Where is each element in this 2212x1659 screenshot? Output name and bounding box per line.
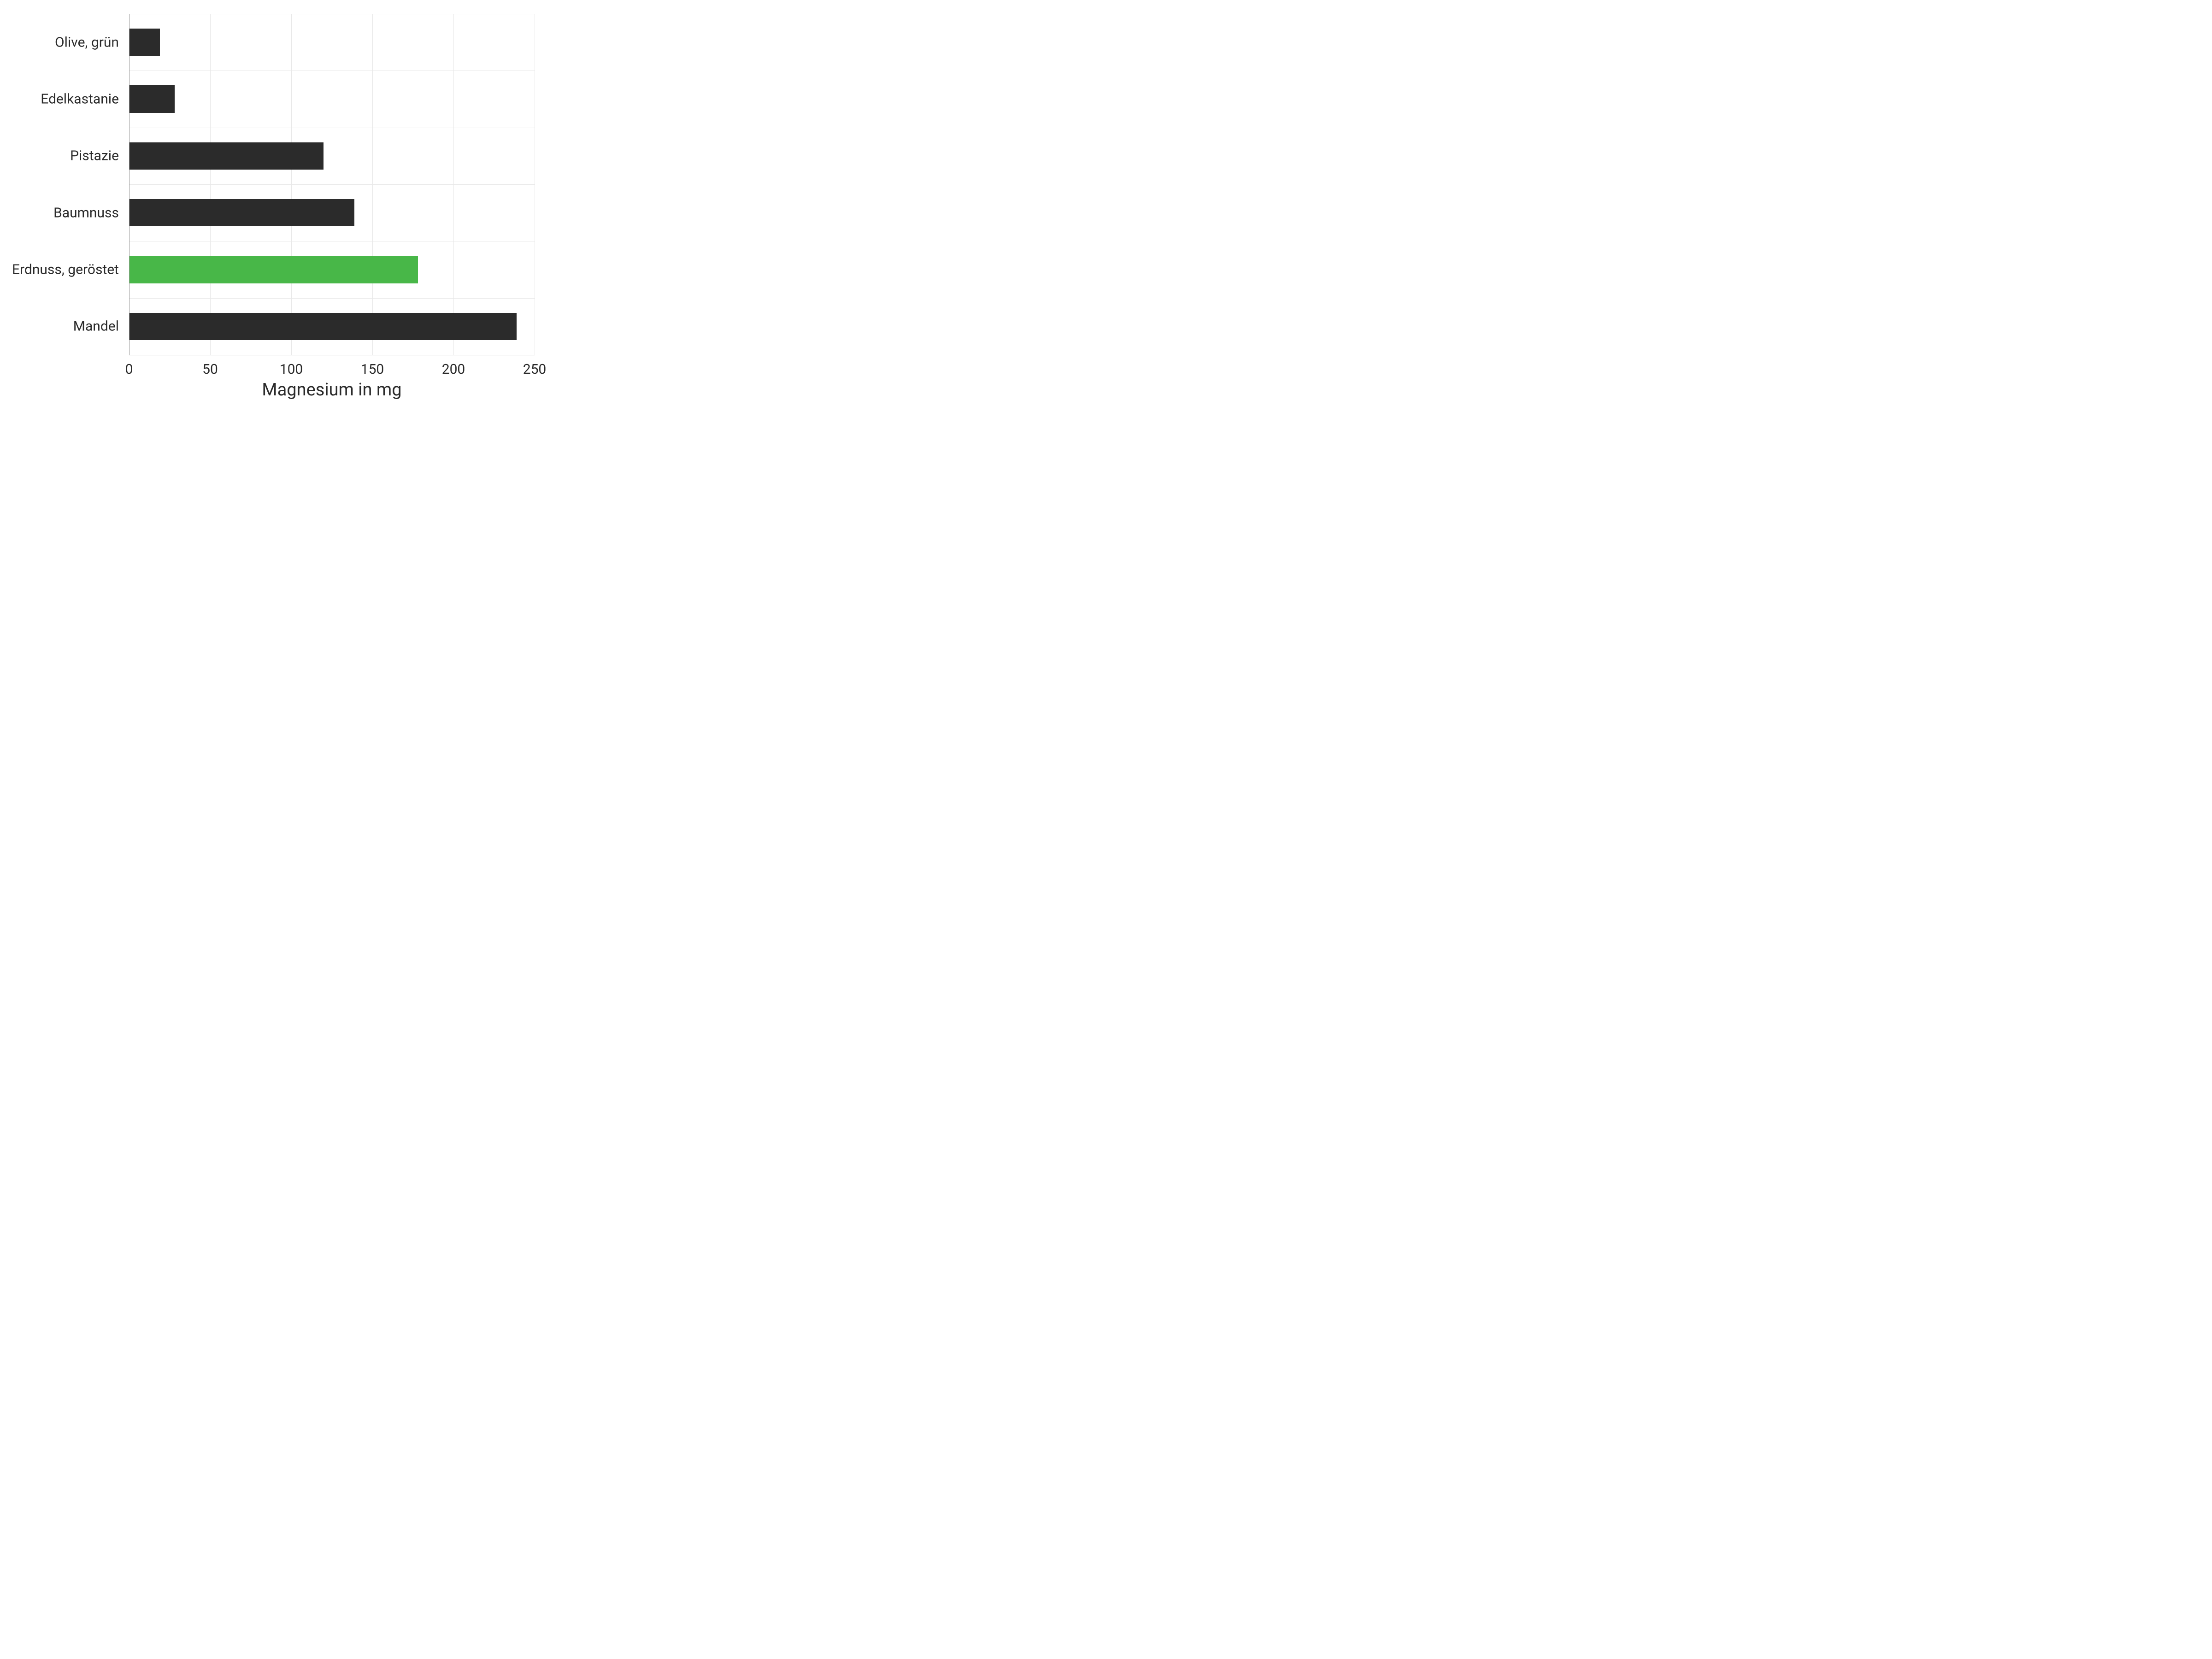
bar: [129, 199, 354, 226]
gridline-y: [129, 184, 535, 185]
plot-area: Olive, grünEdelkastaniePistazieBaumnussE…: [129, 14, 535, 355]
bar: [129, 313, 517, 340]
x-axis-title: Magnesium in mg: [262, 380, 401, 400]
x-tick-label: 100: [280, 361, 303, 377]
x-tick-label: 0: [125, 361, 133, 377]
magnesium-bar-chart: Olive, grün Edelkastanie Pistazie Baumnuss E…: [0, 0, 553, 415]
bar: [129, 256, 418, 283]
y-tick-label: Erdnuss, geröstet: [12, 262, 129, 278]
x-tick-label: 150: [361, 361, 384, 377]
x-tick-label: 250: [523, 361, 547, 377]
x-tick-label: 50: [202, 361, 218, 377]
y-tick-label: Pistazie: [70, 148, 129, 164]
bar: [129, 29, 160, 56]
gridline-y: [129, 298, 535, 299]
y-tick-label: Edelkastanie: [41, 91, 129, 107]
y-tick-label: Mandel: [73, 318, 129, 335]
x-tick-label: 200: [442, 361, 465, 377]
bar: [129, 142, 324, 170]
bar: [129, 85, 175, 112]
y-tick-label: Baumnuss: [53, 205, 129, 221]
y-tick-label: Olive, grün: [55, 34, 129, 50]
